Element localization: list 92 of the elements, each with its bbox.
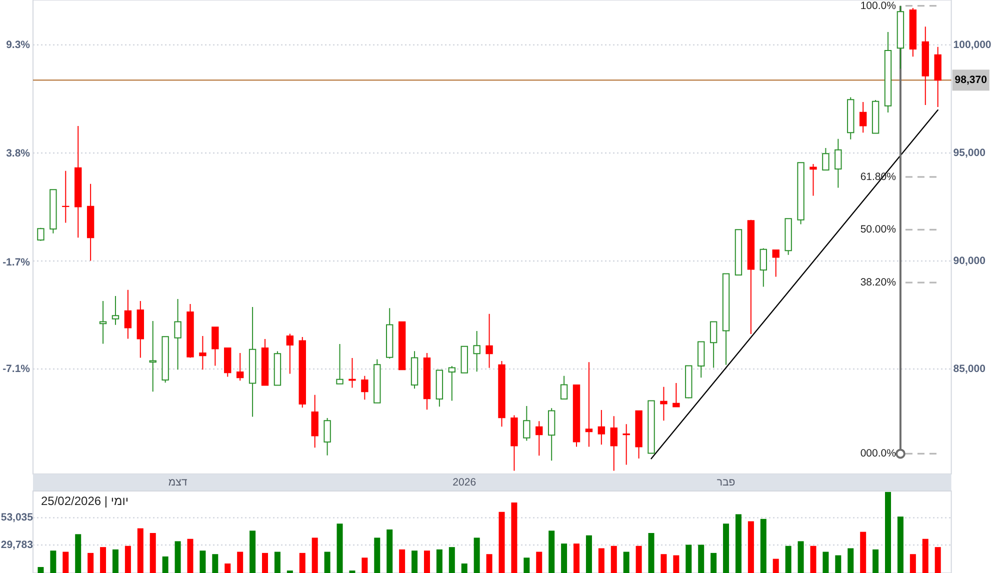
candlestick [386, 308, 394, 360]
candlestick [86, 183, 94, 262]
series-label: 000.0% [860, 448, 896, 460]
candlestick [747, 219, 755, 335]
candlestick [685, 365, 692, 399]
candlestick [112, 295, 120, 326]
series-label: 38.20% [860, 276, 896, 289]
candlestick [909, 7, 917, 58]
y2-tick-label: -7.1% [2, 362, 31, 375]
candlestick [598, 410, 606, 446]
candlestick [498, 360, 506, 428]
candlestick [847, 96, 854, 140]
candlestick [896, 5, 904, 70]
candlestick [236, 352, 244, 382]
candlestick [934, 46, 942, 108]
candlestick [410, 350, 418, 390]
candlestick [149, 320, 156, 392]
candlestick [734, 229, 742, 276]
candlestick [361, 375, 368, 400]
candlestick [374, 358, 381, 404]
candlestick [261, 338, 269, 386]
candlestick [834, 138, 842, 188]
candlestick [710, 321, 718, 368]
x-tick-label: פבר [716, 476, 736, 488]
candlestick [224, 348, 232, 378]
candlestick [186, 303, 194, 358]
candlestick [174, 298, 182, 370]
candlestick [822, 147, 830, 171]
candlestick [872, 100, 880, 134]
candlestick [37, 227, 44, 242]
candlestick [212, 326, 219, 366]
candlestick [298, 336, 306, 408]
candlestick [884, 31, 892, 114]
x-tick-label: דצמ [168, 476, 188, 488]
candlestick [635, 410, 642, 459]
candlestick [510, 414, 518, 472]
candlestick [311, 394, 318, 448]
y2-tick-label: -1.7% [2, 256, 31, 268]
candlestick [460, 346, 468, 374]
candlestick [859, 101, 867, 134]
y-tick-label: 90,000 [953, 254, 986, 267]
candlestick [922, 26, 929, 106]
candlestick [199, 335, 206, 370]
candlestick [99, 300, 107, 344]
candlestick [660, 386, 668, 422]
candlestick [486, 313, 493, 368]
candlestick [610, 416, 618, 472]
candlestick [124, 289, 132, 340]
candlestick [473, 330, 480, 372]
candlestick [50, 189, 57, 234]
candlestick [324, 418, 331, 456]
candlestick [772, 249, 780, 278]
candlestick [797, 162, 804, 225]
candlestick [672, 382, 680, 408]
annotation: יומי | 25/02/2026 [41, 494, 128, 508]
candlestick [74, 125, 82, 238]
candlestick [248, 306, 256, 418]
y-tick-label: 85,000 [953, 363, 986, 376]
candlestick [348, 357, 356, 388]
candlestick [286, 333, 294, 374]
candlestick [62, 170, 70, 224]
candlestick [698, 341, 705, 378]
candlestick [523, 405, 530, 442]
y-tick-label: 53,035 [0, 512, 34, 524]
candlestick [536, 420, 543, 456]
candlestick [648, 400, 655, 454]
y-tick-label: 100,000 [953, 38, 992, 51]
y-tick-label: 29,783 [0, 538, 34, 551]
y2-tick-label: 3.8% [6, 148, 31, 160]
candlestick [274, 350, 282, 386]
candlestick [560, 375, 568, 400]
candlestick [548, 408, 556, 462]
candlestick [572, 384, 580, 448]
ref-line-label: 98,370 [954, 74, 988, 86]
candlestick [760, 248, 768, 288]
y2-tick-label: 9.3% [6, 39, 31, 52]
candlestick [436, 370, 444, 408]
series-label: 50.00% [860, 224, 896, 236]
candlestick [810, 163, 817, 196]
candlestick [585, 362, 593, 448]
candlestick [423, 352, 431, 410]
x-tick-label: 2026 [452, 476, 476, 488]
candlestick [136, 300, 144, 358]
candlestick [398, 321, 406, 370]
candlestick [722, 273, 730, 366]
candlestick [336, 343, 344, 384]
candlestick [162, 336, 169, 384]
candlestick [784, 218, 792, 256]
y-tick-label: 95,000 [953, 146, 986, 159]
series-label: 100.0% [860, 0, 896, 12]
candlestick [622, 424, 630, 466]
candlestick [448, 365, 456, 402]
